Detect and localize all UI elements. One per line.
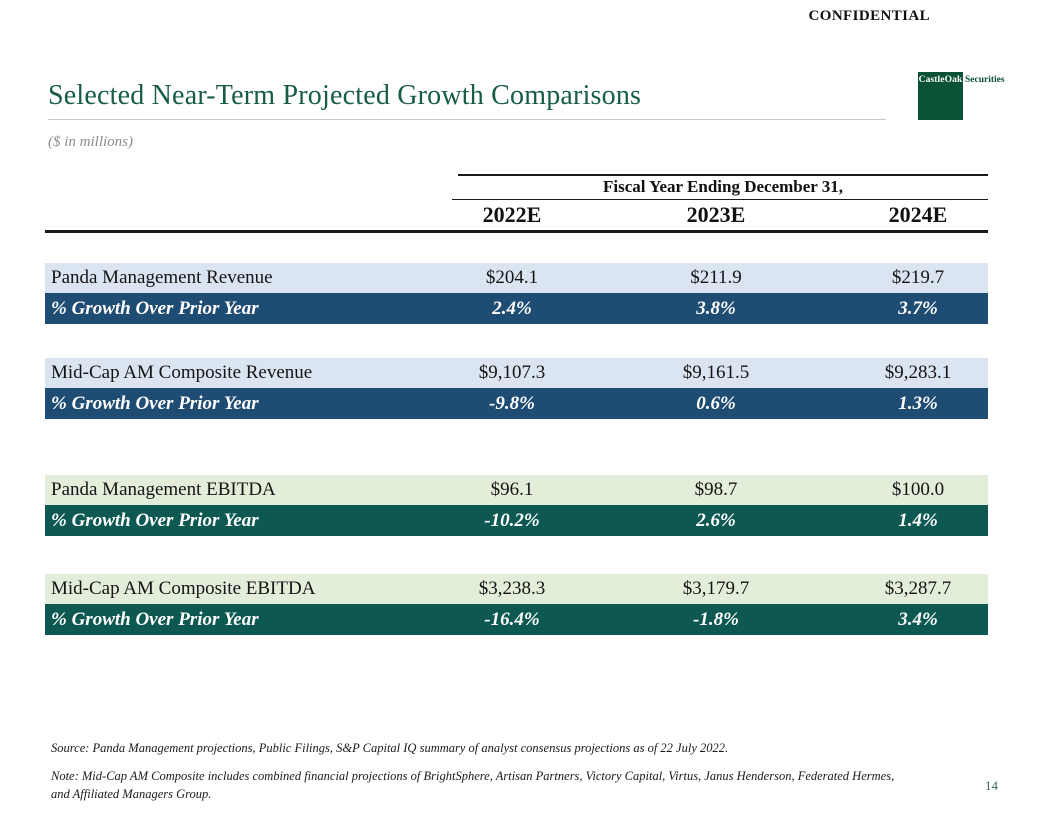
row-label: % Growth Over Prior Year xyxy=(51,298,259,319)
cell-2022e: 2.4% xyxy=(492,298,532,319)
cell-2023e: $3,179.7 xyxy=(682,578,750,599)
row-label: Mid-Cap AM Composite Revenue xyxy=(51,362,313,383)
table-row-midcap-ebitda: Mid-Cap AM Composite EBITDA $3,238.3 $3,… xyxy=(45,574,988,604)
cell-2022e: $204.1 xyxy=(485,267,539,288)
cell-2024e: 1.4% xyxy=(898,510,938,531)
row-label: Mid-Cap AM Composite EBITDA xyxy=(51,578,316,599)
column-header-2024e: 2024E xyxy=(888,202,948,227)
units-note: ($ in millions) xyxy=(48,134,133,150)
cell-2024e: 3.7% xyxy=(898,298,938,319)
cell-2023e: -1.8% xyxy=(693,609,739,630)
table-row-panda-ebitda: Panda Management EBITDA $96.1 $98.7 $100… xyxy=(45,475,988,505)
table-row-midcap-revenue: Mid-Cap AM Composite Revenue $9,107.3 $9… xyxy=(45,358,988,388)
table-row-panda-ebitda-growth: % Growth Over Prior Year -10.2% 2.6% 1.4… xyxy=(45,505,988,536)
logo-side-text: Securities xyxy=(965,75,1005,85)
cell-2022e: -9.8% xyxy=(489,393,535,414)
fiscal-header-top-rule xyxy=(458,174,988,176)
cell-2022e: $9,107.3 xyxy=(478,362,546,383)
cell-2022e: -10.2% xyxy=(484,510,540,531)
row-label: Panda Management Revenue xyxy=(51,267,273,288)
cell-2023e: $98.7 xyxy=(694,479,738,500)
confidential-label: CONFIDENTIAL xyxy=(808,8,930,24)
row-label: Panda Management EBITDA xyxy=(51,479,276,500)
title-divider xyxy=(48,119,886,120)
page-title: Selected Near-Term Projected Growth Comp… xyxy=(48,80,642,111)
column-header-2023e: 2023E xyxy=(686,202,746,227)
cell-2023e: 3.8% xyxy=(696,298,736,319)
composite-note-line2: and Affiliated Managers Group. xyxy=(51,787,212,801)
table-row-panda-revenue-growth: % Growth Over Prior Year 2.4% 3.8% 3.7% xyxy=(45,293,988,324)
cell-2024e: $9,283.1 xyxy=(884,362,952,383)
cell-2022e: $3,238.3 xyxy=(478,578,546,599)
cell-2023e: $9,161.5 xyxy=(682,362,750,383)
row-label: % Growth Over Prior Year xyxy=(51,609,259,630)
table-row-midcap-ebitda-growth: % Growth Over Prior Year -16.4% -1.8% 3.… xyxy=(45,604,988,635)
composite-note-line1: Note: Mid-Cap AM Composite includes comb… xyxy=(51,769,895,783)
cell-2024e: $219.7 xyxy=(891,267,945,288)
fiscal-year-header: Fiscal Year Ending December 31, xyxy=(602,177,844,196)
fiscal-header-bottom-rule xyxy=(452,199,988,200)
column-header-2022e: 2022E xyxy=(482,202,542,227)
cell-2022e: $96.1 xyxy=(490,479,534,500)
cell-2024e: 1.3% xyxy=(898,393,938,414)
table-row-panda-revenue: Panda Management Revenue $204.1 $211.9 $… xyxy=(45,263,988,293)
table-header-rule xyxy=(45,230,988,233)
cell-2022e: -16.4% xyxy=(484,609,540,630)
castleoak-logo: CastleOak xyxy=(918,72,963,120)
row-label: % Growth Over Prior Year xyxy=(51,510,259,531)
cell-2024e: $100.0 xyxy=(891,479,945,500)
source-note: Source: Panda Management projections, Pu… xyxy=(51,741,729,755)
cell-2023e: 2.6% xyxy=(696,510,736,531)
row-label: % Growth Over Prior Year xyxy=(51,393,259,414)
page-number: 14 xyxy=(985,778,998,793)
cell-2024e: $3,287.7 xyxy=(884,578,952,599)
table-row-midcap-revenue-growth: % Growth Over Prior Year -9.8% 0.6% 1.3% xyxy=(45,388,988,419)
cell-2024e: 3.4% xyxy=(898,609,938,630)
logo-mark-text: CastleOak xyxy=(918,75,963,85)
cell-2023e: 0.6% xyxy=(696,393,736,414)
cell-2023e: $211.9 xyxy=(690,267,742,288)
